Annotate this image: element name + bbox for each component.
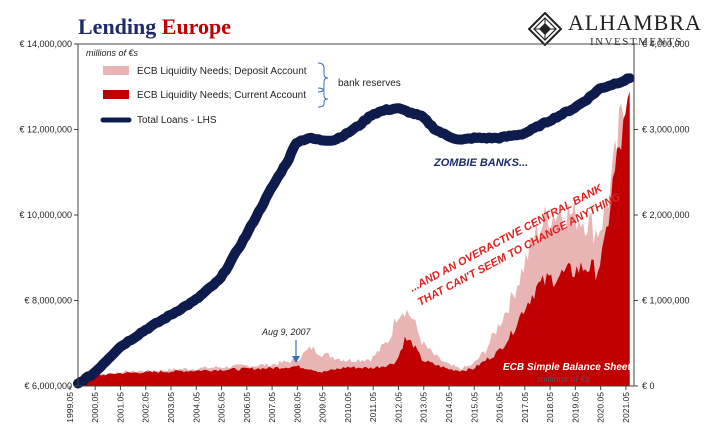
annotation-arrow-head [292, 356, 300, 363]
logo-name: ALHAMBRA [568, 10, 702, 35]
right-tick-label: € 2,000,000 [642, 210, 690, 220]
right-tick-label: € 0 [642, 381, 655, 391]
x-tick-label: 1999.05 [65, 392, 75, 423]
legend-swatch-deposit-account [103, 66, 129, 75]
x-tick-label: 2020.05 [596, 392, 606, 423]
series-current-account-area [78, 91, 630, 387]
logo-diamond-icon [528, 12, 562, 46]
x-tick-label: 2019.05 [570, 392, 580, 423]
units-label-top: millions of €s [86, 48, 139, 58]
right-tick-label: € 3,000,000 [642, 125, 690, 135]
x-tick-label: 2015.05 [469, 392, 479, 423]
legend-label-current-account: ECB Liquidity Needs; Current Account [137, 90, 306, 101]
x-tick-label: 2008.05 [292, 392, 302, 423]
chart-title: Lending Europe [78, 14, 231, 40]
annotation-balance-sheet: ECB Simple Balance Sheet [503, 362, 631, 373]
x-tick-label: 2012.05 [393, 392, 403, 423]
x-tick-label: 2014.05 [444, 392, 454, 423]
units-label-bottom: millions of €s [538, 374, 591, 384]
x-tick-label: 2002.05 [141, 392, 151, 423]
legend-bracket-bottom [317, 87, 329, 108]
x-tick-label: 2006.05 [242, 392, 252, 423]
legend-label-deposit-account: ECB Liquidity Needs; Deposit Account [137, 66, 307, 77]
left-tick-label: € 14,000,000 [19, 39, 72, 49]
x-tick-label: 2001.05 [115, 392, 125, 423]
x-tick-label: 2017.05 [520, 392, 530, 423]
title-lending: Lending [78, 14, 162, 39]
right-tick-label: € 1,000,000 [642, 296, 690, 306]
legend-bank-reserves: bank reserves [338, 78, 401, 89]
x-tick-label: 2005.05 [217, 392, 227, 423]
x-tick-label: 2011.05 [368, 392, 378, 422]
left-tick-label: € 8,000,000 [24, 296, 72, 306]
alhambra-logo: ALHAMBRA INVESTMENTS [528, 10, 701, 50]
x-tick-label: 2009.05 [318, 392, 328, 423]
x-tick-label: 2013.05 [419, 392, 429, 423]
annotation-zombie-banks: ZOMBIE BANKS... [433, 157, 528, 169]
legend-swatch-current-account [103, 90, 129, 99]
title-europe: Europe [161, 14, 232, 39]
series-total-loans-line [73, 73, 635, 389]
logo-subtitle: INVESTMENTS [590, 36, 683, 48]
right-tick-label: € 4,000,000 [642, 39, 690, 49]
left-tick-label: € 12,000,000 [19, 125, 72, 135]
annotation-aug-9-2007: Aug 9, 2007 [261, 327, 312, 337]
left-tick-label: € 6,000,000 [24, 381, 72, 391]
legend-label-total-loans: Total Loans - LHS [137, 115, 217, 126]
x-tick-label: 2016.05 [495, 392, 505, 423]
x-tick-label: 2003.05 [166, 392, 176, 423]
x-tick-label: 2018.05 [545, 392, 555, 423]
x-tick-label: 2007.05 [267, 392, 277, 423]
x-tick-label: 2004.05 [191, 392, 201, 423]
x-tick-label: 2000.05 [90, 392, 100, 423]
x-tick-label: 2010.05 [343, 392, 353, 423]
x-tick-label: 2021.05 [621, 392, 631, 423]
left-tick-label: € 10,000,000 [19, 210, 72, 220]
